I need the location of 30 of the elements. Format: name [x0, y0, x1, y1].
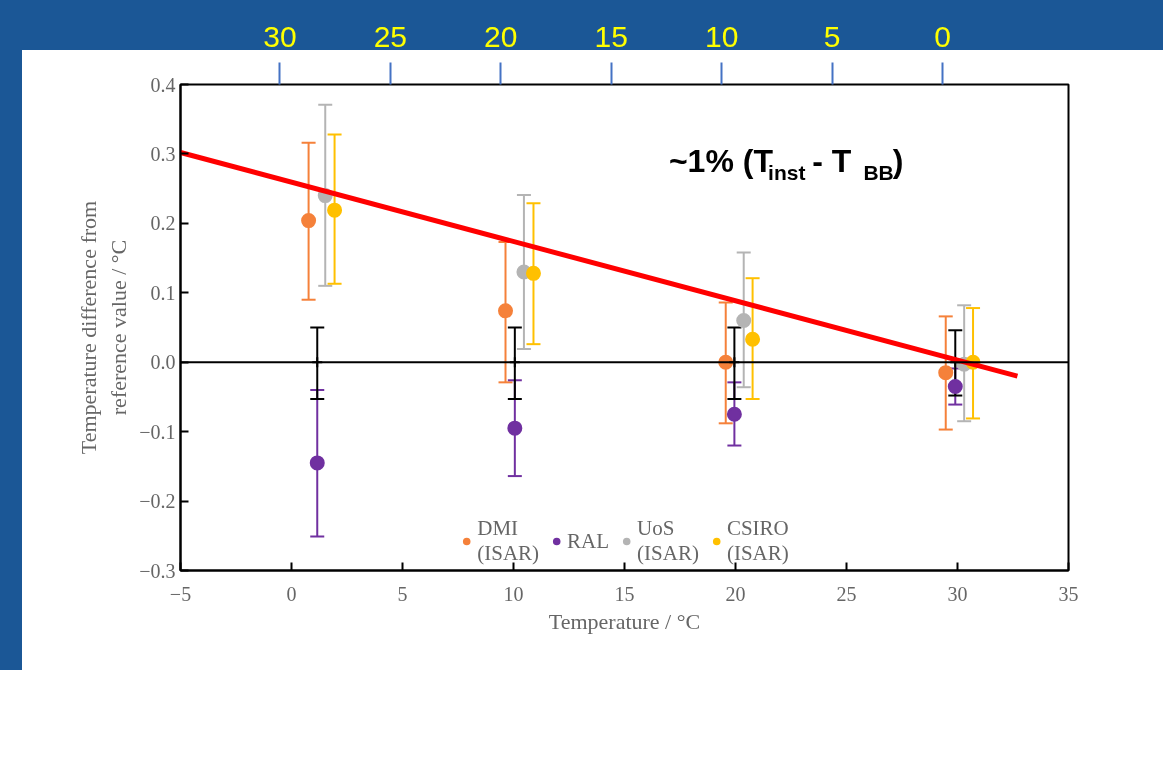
- x2-tick-label: 0: [934, 19, 951, 53]
- x-tick-label: 5: [397, 582, 408, 605]
- y-tick-label: −0.3: [139, 559, 176, 582]
- x-tick-label: 10: [503, 582, 524, 605]
- x2-tick-label: 5: [823, 19, 841, 53]
- legend-label: UoS (ISAR): [637, 516, 699, 566]
- x2-tick-label: 20: [484, 19, 518, 53]
- x-tick-label: 25: [836, 582, 857, 605]
- x-tick-label: 0: [286, 582, 297, 605]
- y-tick-label: −0.1: [139, 420, 176, 443]
- x-tick-label: 35: [1058, 582, 1079, 605]
- y-tick-label: 0.4: [150, 73, 176, 96]
- x2-tick-label: 25: [373, 19, 408, 53]
- x2-tick-label: 10: [705, 19, 739, 53]
- x-tick-label: 30: [947, 582, 968, 605]
- y-tick-label: 0.0: [150, 351, 176, 374]
- y-tick-label: 0.3: [150, 142, 176, 165]
- x-tick-label: 20: [725, 582, 746, 605]
- y-tick-label: −0.2: [139, 490, 176, 513]
- y-tick-label: 0.1: [150, 281, 176, 304]
- legend-label: CSIRO (ISAR): [726, 516, 789, 566]
- y-tick-label: 0.2: [150, 212, 176, 235]
- y-axis-title: Temperature difference from reference value / °C: [76, 200, 132, 455]
- x-tick-label: −5: [169, 582, 192, 605]
- legend-label: RAL: [567, 527, 610, 555]
- x-axis-title: Temperature / °C: [548, 608, 701, 634]
- x2-tick-label: 15: [594, 19, 628, 53]
- legend-label: DMI (ISAR): [477, 516, 540, 566]
- x2-tick-label: 30: [263, 19, 297, 53]
- x-tick-label: 15: [614, 582, 635, 605]
